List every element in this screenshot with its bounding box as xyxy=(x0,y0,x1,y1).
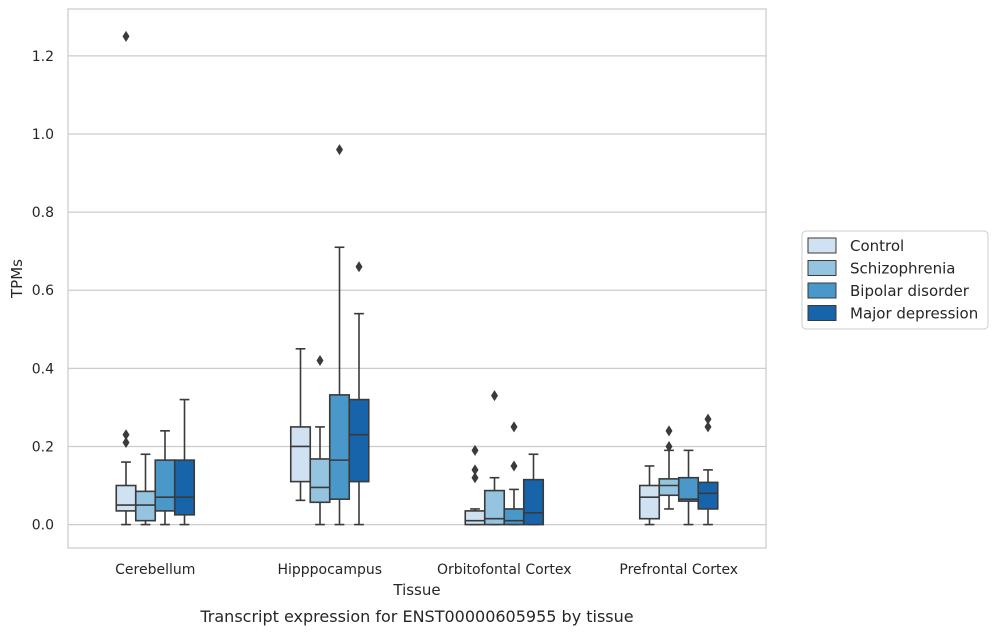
outlier-point xyxy=(122,437,130,449)
outlier-point xyxy=(665,425,673,437)
box-iqr xyxy=(328,394,351,500)
legend-label: Control xyxy=(850,237,904,255)
y-tick-labels: 0.0 0.2 0.4 0.6 0.8 1.0 1.2 xyxy=(32,49,54,534)
box-schizophrenia-2 xyxy=(483,390,506,526)
box-control-1 xyxy=(289,348,312,502)
box-iqr xyxy=(483,489,506,526)
outlier-point xyxy=(355,261,363,273)
grid-lines xyxy=(68,55,766,526)
box-schizophrenia-0 xyxy=(134,453,157,526)
box-iqr xyxy=(677,476,700,502)
box-iqr xyxy=(173,459,196,516)
box-iqr xyxy=(289,426,312,483)
box-iqr xyxy=(134,490,157,522)
box-iqr xyxy=(658,478,680,497)
box-bipolar-disorder-3 xyxy=(677,449,700,526)
legend-label: Schizophrenia xyxy=(850,260,955,278)
legend-swatch xyxy=(807,305,837,321)
outlier-point xyxy=(122,30,130,42)
box-schizophrenia-3 xyxy=(658,425,680,510)
y-tick-label: 0.8 xyxy=(32,205,54,221)
x-tick-label: Orbitofontal Cortex xyxy=(437,562,572,578)
box-control-3 xyxy=(638,465,661,526)
y-tick-label: 0.0 xyxy=(32,518,54,534)
x-tick-label: Cerebellum xyxy=(115,562,195,578)
plot-frame xyxy=(67,8,767,549)
box-control-2 xyxy=(464,444,486,526)
chart-caption: Transcript expression for ENST0000060595… xyxy=(199,607,633,626)
box-major-depression-0 xyxy=(173,398,196,526)
box-bipolar-disorder-2 xyxy=(503,421,525,526)
y-tick-label: 1.0 xyxy=(32,127,54,143)
y-tick-label: 0.4 xyxy=(32,361,54,377)
outlier-point xyxy=(665,440,673,452)
outlier-point xyxy=(122,429,130,441)
outlier-point xyxy=(510,460,518,472)
box-bipolar-disorder-1 xyxy=(328,144,351,526)
box-major-depression-1 xyxy=(348,261,370,526)
outlier-point xyxy=(704,413,712,425)
box-iqr xyxy=(697,481,719,510)
legend: Control Schizophrenia Bipolar disorder Majo… xyxy=(801,230,989,330)
box-iqr xyxy=(503,508,525,526)
y-tick-label: 1.2 xyxy=(32,49,54,65)
x-axis-label: Tissue xyxy=(392,581,440,599)
legend-label: Bipolar disorder xyxy=(850,282,970,300)
box-iqr xyxy=(154,459,176,512)
legend-swatch xyxy=(807,282,837,299)
outlier-point xyxy=(336,144,343,156)
x-tick-labels: Cerebellum Hipppocampus Orbitofontal Corte… xyxy=(115,562,738,578)
outlier-point xyxy=(491,390,498,402)
outlier-point xyxy=(471,472,479,484)
outlier-point xyxy=(316,355,324,367)
y-tick-label: 0.2 xyxy=(32,439,54,455)
box-iqr xyxy=(638,484,661,520)
box-iqr xyxy=(464,510,486,526)
outlier-point xyxy=(471,444,479,456)
y-axis-label: TPMs xyxy=(8,259,26,299)
box-major-depression-2 xyxy=(522,453,545,526)
box-iqr xyxy=(115,484,137,512)
y-tick-label: 0.6 xyxy=(32,283,54,299)
legend-swatch xyxy=(807,237,837,254)
box-schizophrenia-1 xyxy=(309,355,331,526)
x-tick-label: Prefrontal Cortex xyxy=(619,562,738,578)
outlier-point xyxy=(510,421,518,433)
box-groups xyxy=(115,30,719,526)
outlier-point xyxy=(704,421,712,433)
box-iqr xyxy=(348,398,370,483)
legend-swatch xyxy=(807,260,837,276)
box-iqr xyxy=(309,458,331,504)
outlier-point xyxy=(471,464,479,476)
legend-frame xyxy=(801,230,989,330)
legend-label: Major depression xyxy=(850,305,978,323)
box-iqr xyxy=(522,478,545,526)
box-control-0 xyxy=(115,30,137,526)
x-tick-label: Hipppocampus xyxy=(277,562,382,578)
box-bipolar-disorder-0 xyxy=(154,430,176,526)
box-major-depression-3 xyxy=(697,413,719,526)
